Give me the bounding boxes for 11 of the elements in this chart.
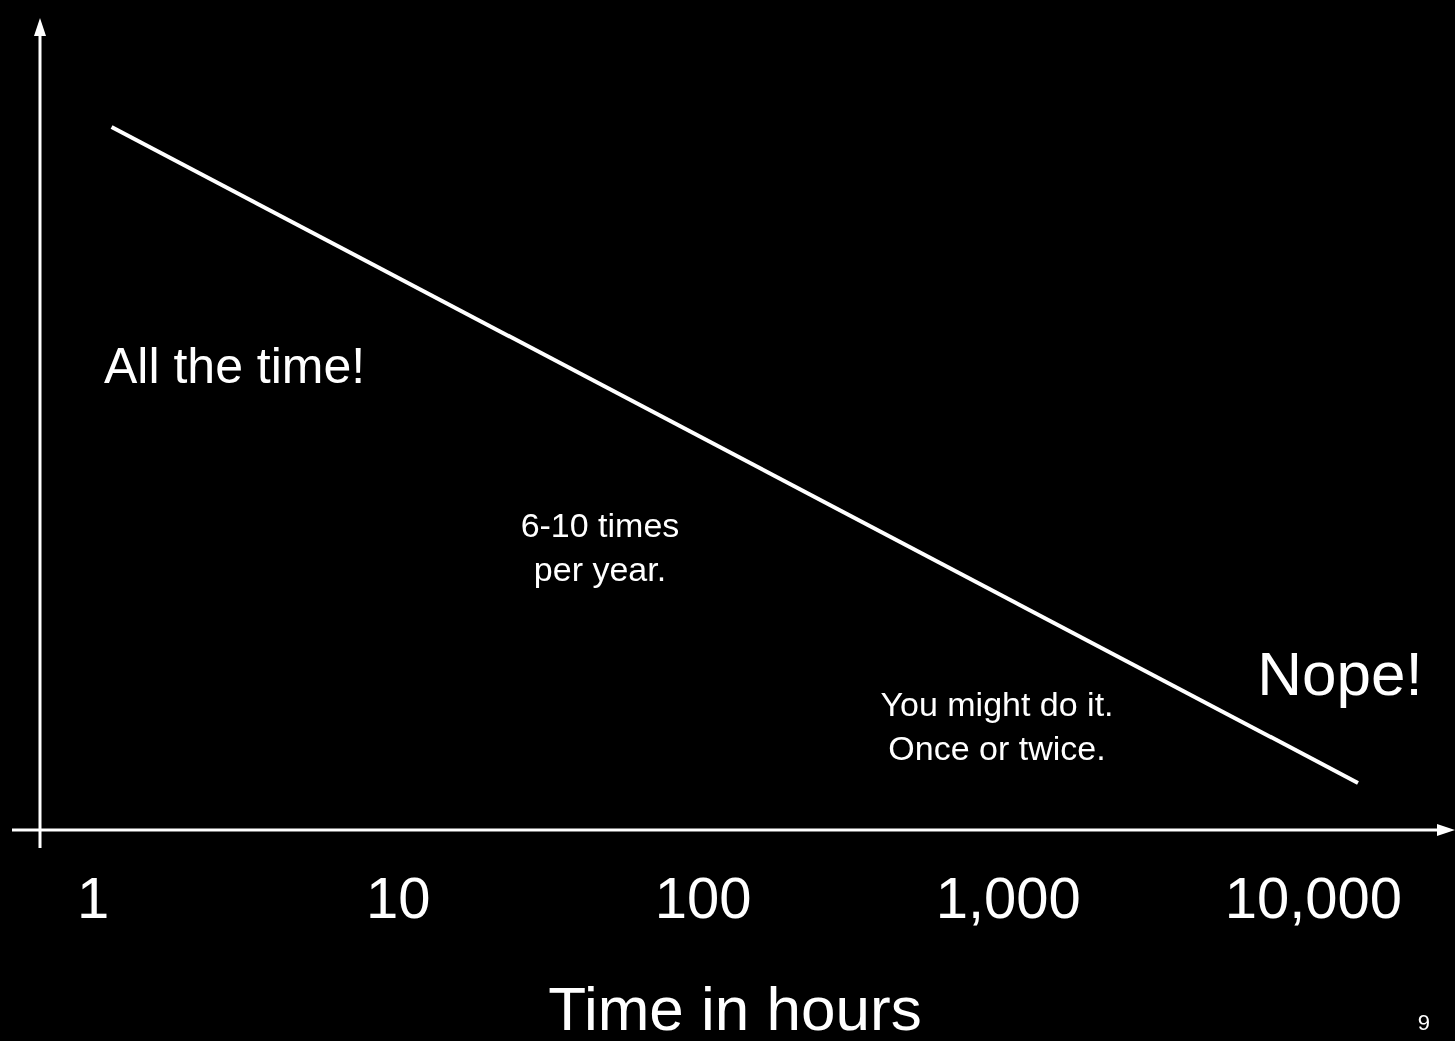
annotation: All the time! <box>104 338 366 394</box>
x-tick-label: 1,000 <box>935 865 1081 930</box>
text: 9 <box>1417 1010 1430 1035</box>
annotation: Nope! <box>1257 639 1423 708</box>
x-tick-label: 1 <box>76 865 110 930</box>
annotation: 6-10 times per year. <box>520 506 680 589</box>
x-tick-label: 100 <box>654 865 752 930</box>
annotation: You might do it. Once or twice. <box>880 685 1114 768</box>
x-tick-label: 10,000 <box>1224 865 1403 930</box>
x-axis-title: Time in hours <box>548 974 922 1041</box>
x-tick-label: 10 <box>365 865 431 930</box>
